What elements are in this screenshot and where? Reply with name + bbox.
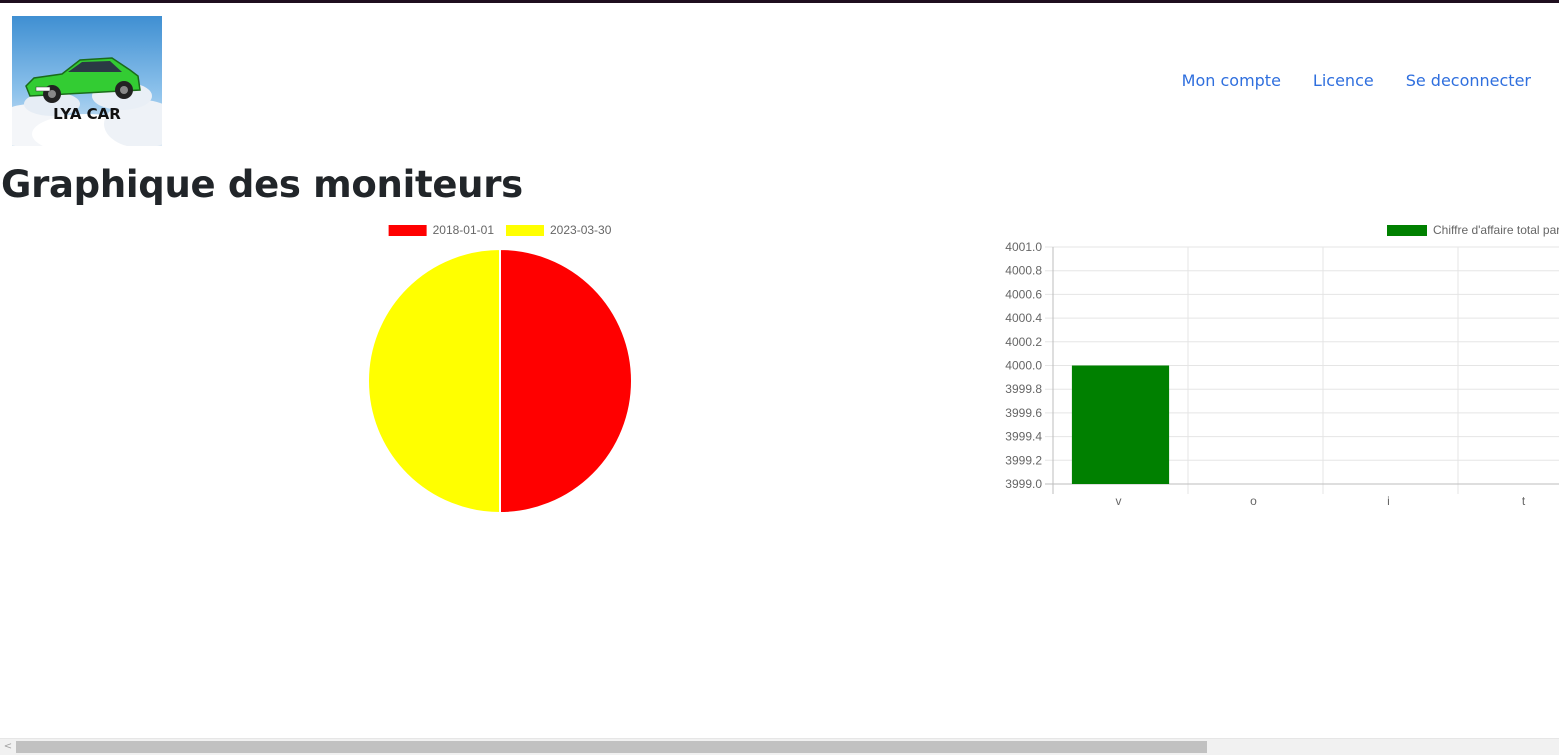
nav-link-logout[interactable]: Se deconnecter [1405, 71, 1531, 90]
pie-slice[interactable] [499, 247, 633, 515]
nav-link-account[interactable]: Mon compte [1181, 71, 1281, 90]
legend-label: Chiffre d'affaire total par [1433, 223, 1559, 237]
pie-slice[interactable] [367, 247, 501, 515]
page-title: Graphique des moniteurs [1, 163, 523, 206]
car-logo-image: LYA CAR [12, 16, 162, 146]
bar-chart: Chiffre d'affaire total par 4001.0 4000.8 4… [990, 218, 1559, 518]
top-nav: Mon compte Licence Se deconnecter [1182, 71, 1531, 90]
legend-swatch [388, 225, 427, 236]
y-tick-label: 4000.0 [1005, 359, 1042, 373]
legend-swatch [506, 225, 544, 236]
pie-legend-item[interactable]: 2023-03-30 [506, 223, 612, 237]
scrollbar-thumb[interactable] [16, 741, 1207, 753]
y-tick-label: 3999.6 [1005, 406, 1042, 420]
y-tick-label: 4000.2 [1005, 335, 1042, 349]
y-tick-label: 4000.4 [1005, 311, 1042, 325]
window-top-border [0, 0, 1559, 3]
bar-legend-item[interactable]: Chiffre d'affaire total par [1387, 223, 1559, 237]
x-tick-label: i [1387, 494, 1390, 508]
y-tick-label: 4001.0 [1005, 240, 1042, 254]
legend-label: 2018-01-01 [433, 223, 495, 237]
bar-chart-svg: Chiffre d'affaire total par 4001.0 4000.8 4… [1005, 223, 1559, 508]
pie-legend-item[interactable]: 2018-01-01 [388, 223, 495, 237]
x-tick-label: v [1116, 494, 1122, 508]
bar[interactable] [1071, 365, 1170, 485]
legend-swatch [1387, 225, 1427, 236]
y-tick-label: 3999.2 [1005, 453, 1042, 467]
legend-label: 2023-03-30 [550, 223, 612, 237]
nav-link-licence[interactable]: Licence [1312, 71, 1374, 90]
y-tick-label: 4000.6 [1005, 287, 1042, 301]
scroll-left-arrow-icon[interactable]: < [3, 741, 13, 752]
horizontal-scrollbar[interactable]: < [0, 738, 1559, 755]
y-tick-label: 4000.8 [1005, 264, 1042, 278]
pie-chart-svg: 2018-01-01 2023-03-30 [367, 223, 633, 515]
logo-text: LYA CAR [53, 105, 121, 123]
pie-chart: 2018-01-01 2023-03-30 [340, 218, 660, 528]
x-tick-label: o [1250, 494, 1257, 508]
y-tick-label: 3999.0 [1005, 477, 1042, 491]
logo[interactable]: LYA CAR [12, 16, 162, 146]
y-tick-label: 3999.4 [1005, 430, 1042, 444]
x-tick-label: t [1522, 494, 1526, 508]
y-tick-label: 3999.8 [1005, 382, 1042, 396]
